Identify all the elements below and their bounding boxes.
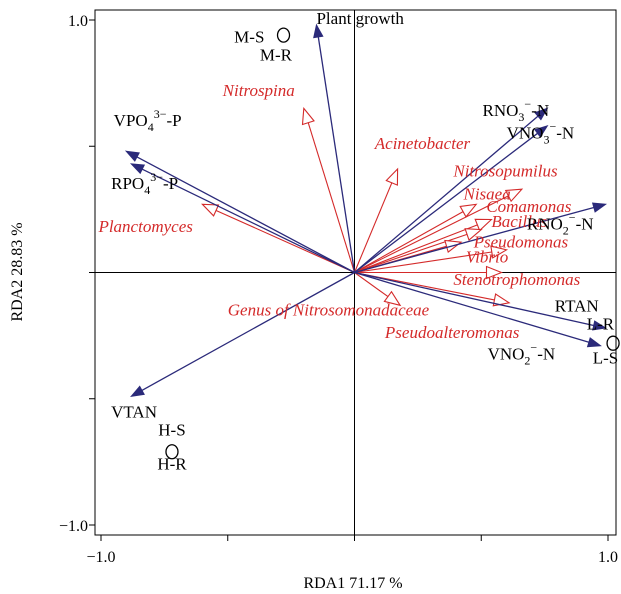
env-vector-8	[130, 271, 355, 397]
site-labels: M-SM-R L-R L-S H-S H-R	[157, 27, 620, 473]
species-label-11: Planctomyces	[97, 217, 193, 236]
env-vector-7	[354, 271, 602, 348]
species-vector-8	[354, 265, 503, 280]
species-vector-2	[354, 188, 524, 273]
y-tick-label-max: 1.0	[68, 13, 88, 30]
env-vector-5	[354, 202, 608, 274]
site-marker-2	[165, 444, 179, 460]
species-label-7: Vibrio	[466, 247, 508, 266]
env-label-rtan: RTAN	[555, 297, 599, 316]
environment-vectors	[124, 23, 608, 397]
species-vector-7	[354, 245, 509, 274]
env-vector-6	[354, 271, 608, 331]
env-label-rno3: RNO3−-N	[483, 97, 550, 124]
species-label-3: Nisaea	[463, 184, 511, 203]
axis-ticks	[89, 19, 609, 541]
env-label-rpo4: RPO43−-P	[111, 170, 178, 197]
species-label-5: Bacillus	[491, 212, 547, 231]
site-label-1: M-R	[260, 45, 293, 64]
env-vector-1	[354, 107, 549, 273]
species-vectors	[201, 106, 524, 307]
species-vector-3	[354, 203, 478, 273]
vector-labels: Nitrospina Acinetobacter Nitrosopumilus Nis…	[97, 9, 598, 422]
env-label-plant: Plant growth	[316, 9, 404, 28]
env-vector-0	[313, 23, 356, 273]
site-marker-1	[606, 335, 620, 351]
env-vector-3	[124, 150, 355, 274]
env-label-rno2: RNO2−-N	[527, 211, 594, 238]
site-label-2: L-R	[587, 314, 615, 333]
species-vector-1	[353, 167, 399, 273]
y-tick-label-min: −1.0	[59, 518, 88, 535]
species-label-1: Acinetobacter	[374, 134, 471, 153]
species-vector-9	[354, 272, 402, 307]
species-vector-4	[354, 218, 493, 274]
site-label-4: H-S	[158, 420, 185, 439]
species-label-0: Nitrospina	[222, 81, 295, 100]
site-marker-0	[276, 27, 291, 43]
species-vector-0	[301, 106, 356, 273]
env-label-vtan: VTAN	[111, 403, 157, 422]
species-label-4: Comamonas	[486, 197, 571, 216]
env-label-vno2: VNO2−-N	[488, 341, 556, 368]
env-label-vpo4: VPO43−-P	[114, 107, 182, 134]
x-tick-label-min: −1.0	[86, 549, 115, 566]
species-vector-11	[201, 203, 355, 274]
env-label-vno3: VNO3−-N	[507, 120, 575, 147]
species-label-9: Genus of Nitrosomonadaceae	[228, 300, 430, 319]
env-vector-4	[129, 163, 355, 274]
site-label-3: L-S	[593, 348, 619, 367]
species-label-6: Pseudomonas	[473, 232, 569, 251]
species-label-10: Pseudoalteromonas	[384, 323, 520, 342]
y-axis-label: RDA2 28.83 %	[9, 222, 26, 321]
site-label-0: M-S	[234, 28, 264, 47]
species-label-8: Stenotrophomonas	[453, 270, 580, 289]
species-label-2: Nitrosopumilus	[452, 162, 558, 181]
env-vector-2	[354, 125, 549, 274]
site-label-5: H-R	[157, 454, 187, 473]
x-axis-label: RDA1 71.17 %	[303, 575, 402, 592]
x-tick-label-max: 1.0	[598, 549, 618, 566]
